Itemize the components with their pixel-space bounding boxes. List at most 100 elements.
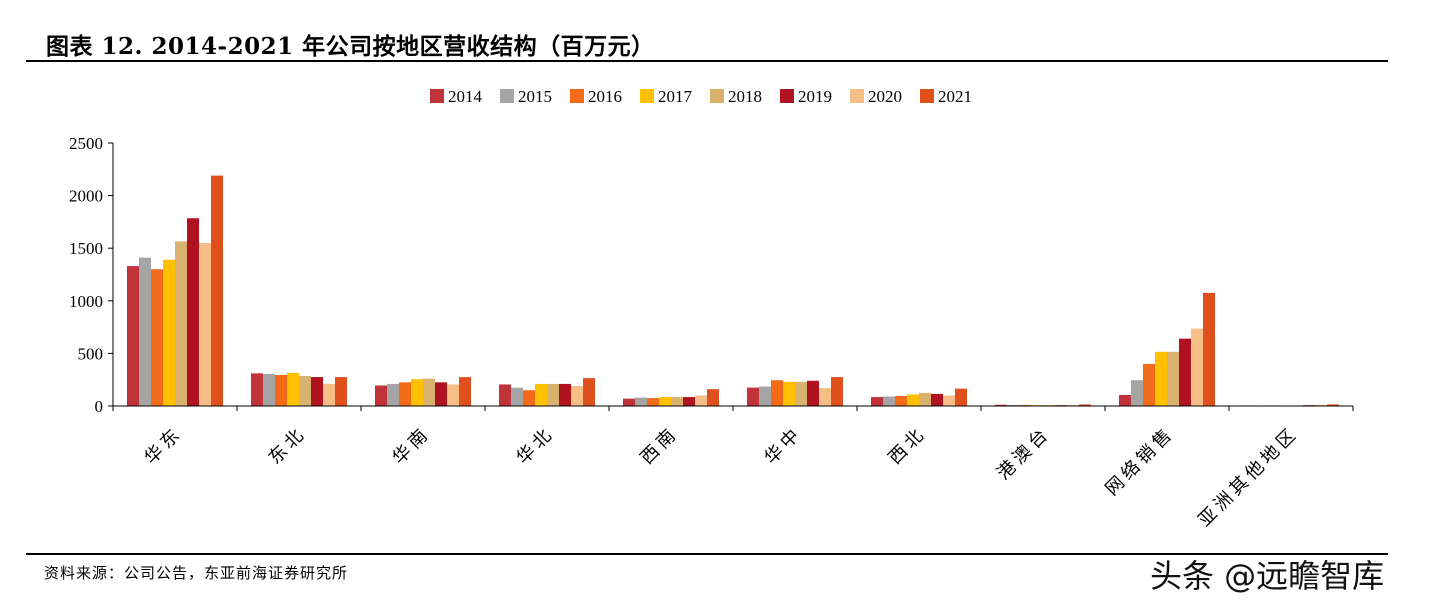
bar — [707, 389, 719, 406]
bar — [635, 397, 647, 406]
bar — [523, 390, 535, 406]
bar — [299, 376, 311, 406]
bar — [671, 397, 683, 406]
bar — [423, 378, 435, 406]
bar — [187, 218, 199, 406]
legend-label: 2018 — [728, 87, 762, 106]
bar — [695, 395, 707, 406]
bar — [647, 398, 659, 406]
bar — [375, 385, 387, 406]
x-tick-label: 东北 — [265, 423, 310, 468]
x-tick-label: 网络销售 — [1101, 423, 1177, 499]
legend-swatch — [640, 89, 654, 103]
x-tick-label: 华北 — [513, 423, 558, 468]
bar — [1007, 404, 1019, 406]
bar — [435, 382, 447, 406]
legend-swatch — [850, 89, 864, 103]
legend-swatch — [430, 89, 444, 103]
bar — [1203, 292, 1215, 406]
legend-label: 2019 — [798, 87, 832, 106]
legend-label: 2015 — [518, 87, 552, 106]
y-tick-label: 2500 — [69, 134, 103, 153]
x-tick-label: 港澳台 — [993, 423, 1054, 484]
bar — [683, 397, 695, 406]
y-tick-label: 2000 — [69, 187, 103, 206]
bar — [151, 269, 163, 406]
bar — [943, 395, 955, 406]
bar — [1191, 328, 1203, 406]
legend-swatch — [500, 89, 514, 103]
bar — [819, 388, 831, 406]
bar — [275, 374, 287, 406]
y-tick-label: 0 — [95, 397, 104, 416]
bar — [199, 242, 211, 406]
bar — [895, 396, 907, 406]
bar — [127, 266, 139, 406]
bar — [1155, 351, 1167, 406]
bar — [335, 377, 347, 406]
footer-rule — [26, 553, 1388, 555]
bar — [1143, 363, 1155, 406]
bar — [399, 382, 411, 406]
y-axis: 0 500 1000 1500 2000 2500 — [69, 134, 114, 416]
bar — [783, 381, 795, 406]
legend-swatch — [710, 89, 724, 103]
bar — [747, 387, 759, 406]
source-note: 资料来源：公司公告，东亚前海证券研究所 — [44, 564, 349, 582]
bar — [907, 394, 919, 406]
legend-swatch — [920, 89, 934, 103]
bar — [211, 175, 223, 406]
bar — [559, 383, 571, 406]
x-axis: 华东 东北 华南 华北 西南 华中 西北 港澳台 网络销售 亚洲其他地区 — [112, 405, 1354, 530]
y-tick-label: 1000 — [69, 292, 103, 311]
bar — [459, 377, 471, 406]
bar — [323, 383, 335, 406]
bar — [623, 398, 635, 406]
bar — [659, 397, 671, 406]
bar — [831, 377, 843, 406]
bar — [571, 386, 583, 406]
y-tick-label: 1500 — [69, 239, 103, 258]
bar — [919, 392, 931, 406]
y-tick-label: 500 — [78, 344, 104, 363]
bar — [1019, 404, 1031, 406]
bar — [1079, 404, 1091, 406]
figure-title: 图表 12. 2014-2021 年公司按地区营收结构（百万元） — [46, 33, 655, 60]
legend-label: 2014 — [448, 87, 483, 106]
bar — [447, 384, 459, 406]
bar — [411, 379, 423, 406]
bar — [387, 383, 399, 406]
bar — [955, 388, 967, 406]
legend-label: 2021 — [938, 87, 972, 106]
bar — [795, 381, 807, 406]
watermark: 头条 @远瞻智库 — [1150, 557, 1385, 595]
x-tick-label: 亚洲其他地区 — [1194, 423, 1301, 530]
bar — [547, 383, 559, 406]
bar — [995, 404, 1007, 406]
bar — [583, 378, 595, 406]
bar — [287, 372, 299, 406]
legend-label: 2016 — [588, 87, 622, 106]
x-tick-label: 西南 — [637, 423, 682, 468]
bar — [1119, 394, 1131, 406]
bar — [535, 383, 547, 406]
legend-label: 2020 — [868, 87, 902, 106]
bar — [311, 377, 323, 406]
bar — [807, 380, 819, 406]
bar — [871, 397, 883, 406]
bar — [1327, 404, 1339, 406]
legend: 2014 2015 2016 2017 2018 2019 2020 2021 — [430, 87, 972, 106]
bar — [931, 393, 943, 406]
bar — [1315, 404, 1327, 406]
bars — [127, 175, 1339, 406]
bar — [251, 373, 263, 406]
bar — [1131, 380, 1143, 406]
bar — [759, 386, 771, 406]
bar — [139, 257, 151, 406]
bar — [163, 259, 175, 406]
bar — [771, 380, 783, 406]
legend-label: 2017 — [658, 87, 693, 106]
legend-swatch — [570, 89, 584, 103]
legend-swatch — [780, 89, 794, 103]
